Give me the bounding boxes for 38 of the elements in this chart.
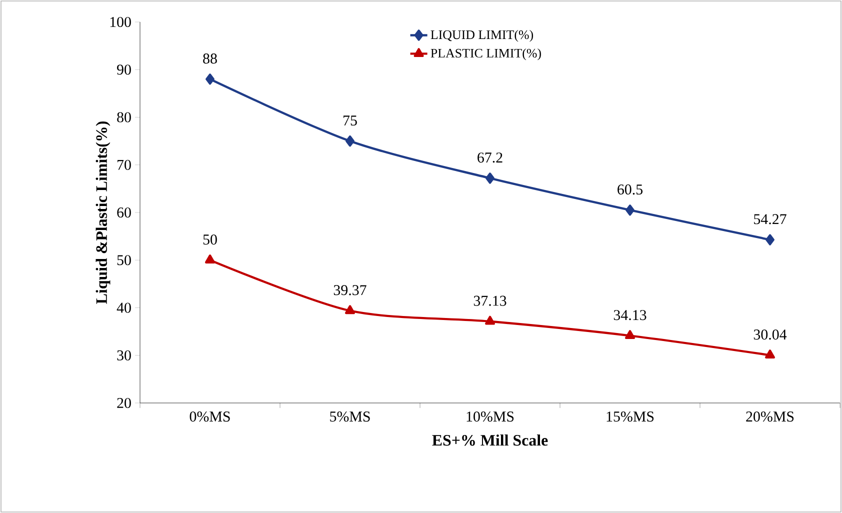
data-label: 37.13 [474,296,506,306]
point [206,74,214,85]
point [626,204,634,216]
x-tick-label: 20%MS [746,412,794,422]
data-label: 54.27 [754,214,786,224]
data-label: 75 [344,116,357,126]
y-tick-label: 60 [117,207,131,218]
x-tick-label: 10%MS [466,412,514,422]
y-tick-label: 90 [117,64,131,75]
data-label: 88 [203,54,217,64]
x-tick-label: 0%MS [190,412,230,422]
data-label: 30.04 [754,330,787,340]
y-tick-label: 20 [117,398,131,408]
y-tick-label: 100 [110,16,131,28]
y-axis-title: Liquid &Plastic Limits(%) [96,122,110,304]
data-label: 60.5 [618,184,642,195]
y-tick-label: 70 [118,160,131,170]
y-tick-label: 50 [117,255,131,266]
point [486,172,494,184]
point [485,316,496,325]
y-tick-label: 40 [116,302,131,313]
data-label: 67.2 [478,152,502,163]
point [765,350,776,359]
point [625,330,636,340]
data-label: 39.37 [334,285,366,296]
data-label: 34.13 [614,310,646,320]
x-axis-title: ES+% Mill Scale [432,434,548,446]
point [345,305,356,314]
y-tick-label: 30 [117,350,131,360]
legend-label: LIQUID LIMIT(%) [430,30,534,42]
x-tick-label: 5%MS [330,412,370,422]
point [346,135,354,147]
legend-label: PLASTIC LIMIT(%) [430,48,541,60]
point [766,234,774,246]
y-tick-label: 80 [117,112,131,122]
point [205,254,216,264]
x-tick-label: 15%MS [606,412,654,422]
data-label: 50 [203,234,217,245]
